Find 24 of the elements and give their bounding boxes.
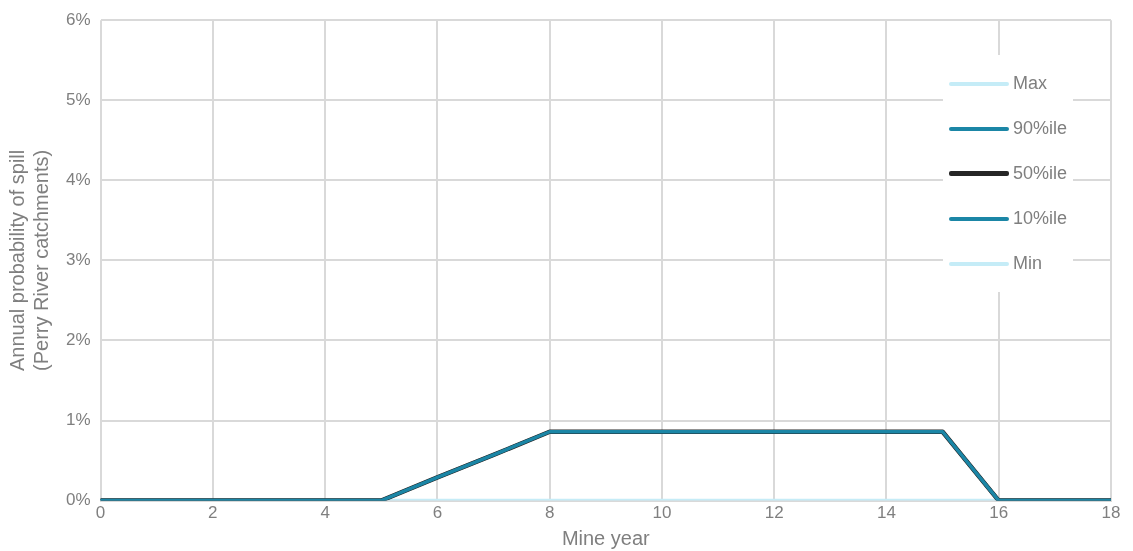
y-tick-label: 6% [65, 9, 91, 29]
y-axis-title: Annual probability of spill (Perry River catchments) [5, 149, 52, 372]
x-tick-label: 2 [208, 503, 218, 523]
y-tick-label: 0% [65, 490, 91, 510]
x-axis-title: Mine year [561, 526, 651, 549]
legend-label: Max [1012, 73, 1047, 94]
x-tick-label: 16 [989, 503, 1009, 523]
y-tick-label: 3% [65, 250, 91, 270]
legend-label: 10%ile [1012, 208, 1067, 229]
x-tick-label: 4 [320, 503, 330, 523]
x-tick-label: 6 [432, 503, 443, 523]
legend-label: 90%ile [1012, 118, 1067, 139]
y-tick-label: 1% [65, 410, 91, 430]
y-tick-label: 5% [65, 89, 91, 109]
legend-label: Min [1012, 253, 1042, 274]
x-tick-label: 12 [764, 503, 784, 523]
x-tick-label: 18 [1101, 503, 1121, 523]
y-tick-label: 4% [65, 170, 91, 190]
y-tick-label: 2% [65, 330, 91, 350]
x-tick-label: 10 [652, 503, 672, 523]
legend-label: 50%ile [1012, 163, 1067, 184]
x-tick-label: 14 [877, 503, 896, 523]
x-tick-label: 0 [95, 503, 106, 523]
x-tick-label: 8 [544, 503, 555, 523]
